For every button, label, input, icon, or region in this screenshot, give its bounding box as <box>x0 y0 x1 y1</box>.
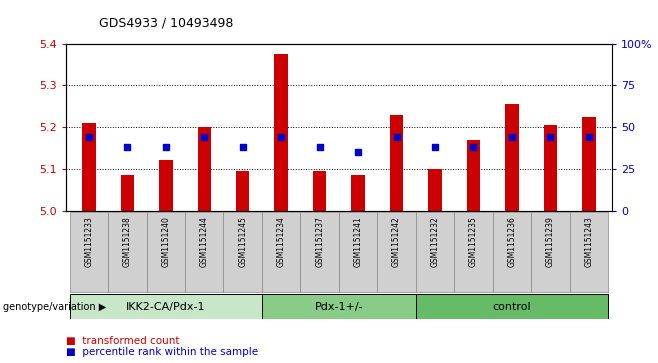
Bar <box>493 212 531 292</box>
Point <box>276 134 286 140</box>
Bar <box>467 140 480 211</box>
Bar <box>224 212 262 292</box>
Point <box>430 144 440 150</box>
Point <box>468 144 479 150</box>
Text: ■  percentile rank within the sample: ■ percentile rank within the sample <box>66 347 258 357</box>
Bar <box>70 294 262 319</box>
Bar <box>274 54 288 211</box>
Bar <box>147 212 185 292</box>
Bar <box>159 160 172 211</box>
Point <box>545 134 555 140</box>
Point <box>392 134 402 140</box>
Text: GSM1151233: GSM1151233 <box>84 216 93 267</box>
Bar <box>416 294 608 319</box>
Text: GSM1151235: GSM1151235 <box>469 216 478 267</box>
Point <box>315 144 325 150</box>
Point <box>199 134 209 140</box>
Point <box>353 149 363 155</box>
Point <box>584 134 594 140</box>
Point <box>507 134 517 140</box>
Bar <box>570 212 608 292</box>
Text: GSM1151245: GSM1151245 <box>238 216 247 267</box>
Text: GSM1151239: GSM1151239 <box>546 216 555 267</box>
Text: IKK2-CA/Pdx-1: IKK2-CA/Pdx-1 <box>126 302 205 312</box>
Bar <box>531 212 570 292</box>
Point <box>84 134 94 140</box>
Text: GSM1151237: GSM1151237 <box>315 216 324 267</box>
Text: GSM1151238: GSM1151238 <box>123 216 132 267</box>
Point <box>122 144 133 150</box>
Text: GSM1151240: GSM1151240 <box>161 216 170 267</box>
Text: GSM1151242: GSM1151242 <box>392 216 401 267</box>
Bar <box>505 104 519 211</box>
Bar <box>313 171 326 211</box>
Bar <box>236 171 249 211</box>
Bar <box>416 212 454 292</box>
Text: GDS4933 / 10493498: GDS4933 / 10493498 <box>99 16 233 29</box>
Text: GSM1151243: GSM1151243 <box>584 216 594 267</box>
Bar <box>454 212 493 292</box>
Bar <box>377 212 416 292</box>
Bar <box>185 212 224 292</box>
Bar <box>70 212 108 292</box>
Bar <box>351 175 365 211</box>
Text: GSM1151241: GSM1151241 <box>353 216 363 267</box>
Bar <box>428 169 442 211</box>
Text: ■  transformed count: ■ transformed count <box>66 336 179 346</box>
Bar <box>262 212 301 292</box>
Bar <box>582 117 595 211</box>
Bar <box>262 294 416 319</box>
Text: GSM1151234: GSM1151234 <box>276 216 286 267</box>
Text: GSM1151232: GSM1151232 <box>430 216 440 267</box>
Bar <box>82 123 95 211</box>
Bar <box>108 212 147 292</box>
Bar <box>390 114 403 211</box>
Text: Pdx-1+/-: Pdx-1+/- <box>315 302 363 312</box>
Text: genotype/variation ▶: genotype/variation ▶ <box>3 302 107 312</box>
Text: GSM1151236: GSM1151236 <box>507 216 517 267</box>
Bar <box>544 125 557 211</box>
Bar <box>197 127 211 211</box>
Bar <box>120 175 134 211</box>
Text: GSM1151244: GSM1151244 <box>200 216 209 267</box>
Point <box>161 144 171 150</box>
Point <box>238 144 248 150</box>
Text: control: control <box>493 302 531 312</box>
Bar <box>301 212 339 292</box>
Bar <box>339 212 377 292</box>
